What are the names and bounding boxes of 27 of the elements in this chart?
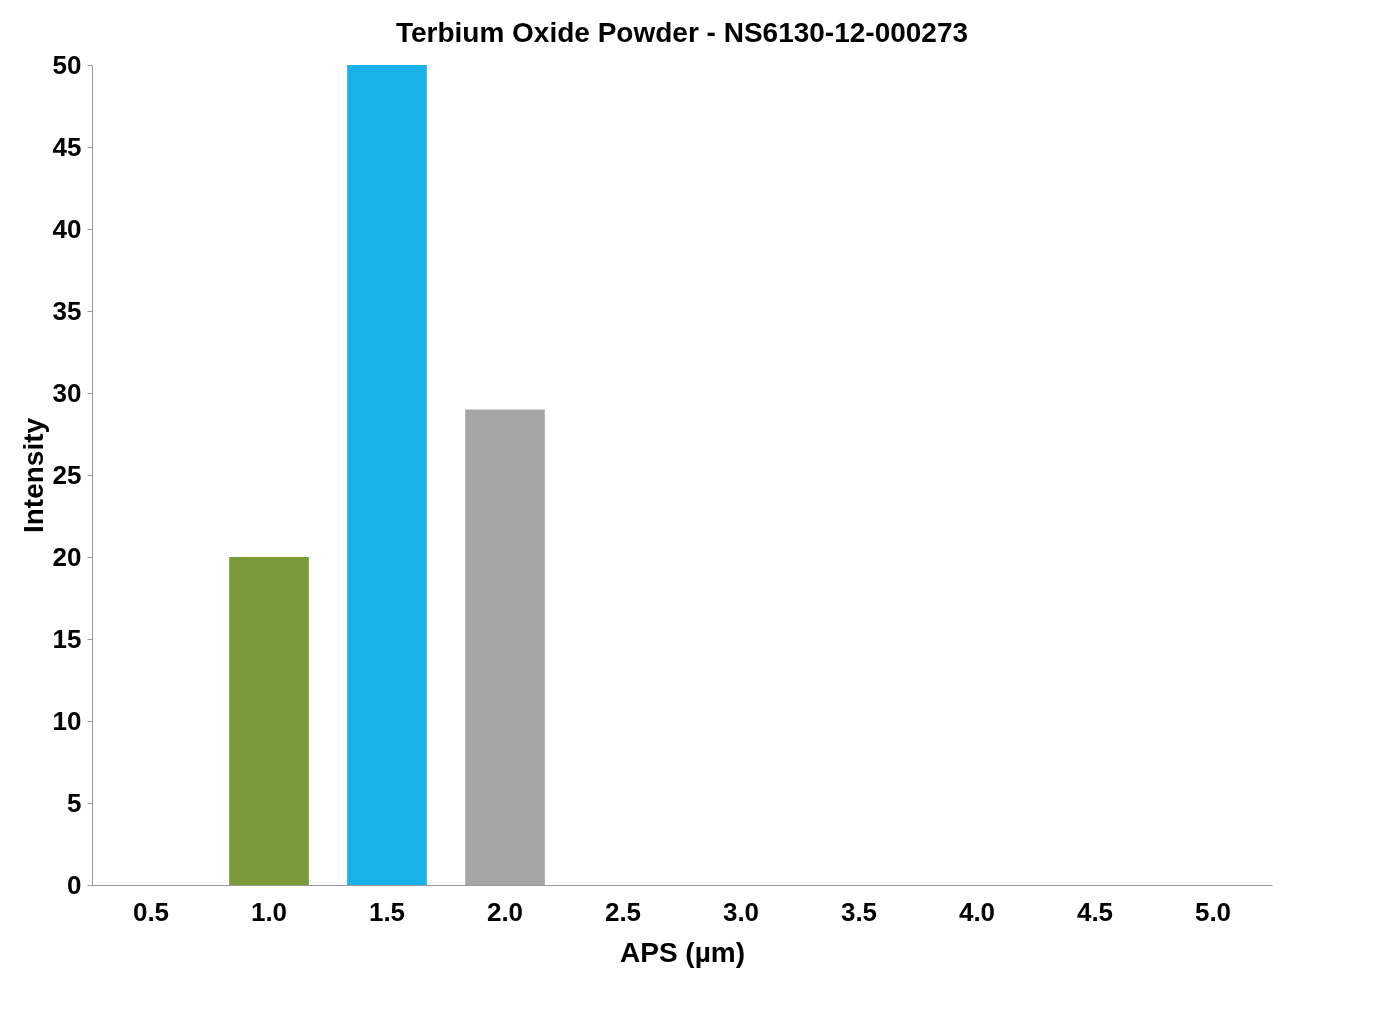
x-tick-label: 3.0 <box>722 896 760 927</box>
x-tick-label: 2.0 <box>486 896 524 927</box>
y-tick-label: 40 <box>52 213 82 244</box>
y-tick-label: 30 <box>52 377 82 408</box>
y-tick-label: 45 <box>52 131 82 162</box>
y-tick-label: 35 <box>52 295 82 326</box>
x-tick-label: 0.5 <box>132 896 170 927</box>
bar <box>465 409 545 885</box>
y-tick-label: 15 <box>52 623 82 654</box>
x-tick-label: 5.0 <box>1194 896 1232 927</box>
y-tick-label: 20 <box>52 541 82 572</box>
bar <box>229 557 309 885</box>
x-tick-label: 4.5 <box>1076 896 1114 927</box>
x-tick-label: 2.5 <box>604 896 642 927</box>
x-tick-label: 1.5 <box>368 896 406 927</box>
x-tick-label: 4.0 <box>958 896 996 927</box>
y-tick-label: 0 <box>67 869 82 900</box>
x-tick-label: 1.0 <box>250 896 288 927</box>
y-tick-label: 10 <box>52 705 82 736</box>
x-tick-label: 3.5 <box>840 896 878 927</box>
y-axis-title: Intensity <box>17 417 49 534</box>
x-axis-title: APS (µm) <box>619 936 746 968</box>
chart-title: Terbium Oxide Powder - NS6130-12-000273 <box>395 17 969 48</box>
bar <box>347 65 427 885</box>
y-tick-label: 25 <box>52 459 82 490</box>
y-tick-label: 50 <box>52 49 82 80</box>
y-tick-label: 5 <box>67 787 82 818</box>
